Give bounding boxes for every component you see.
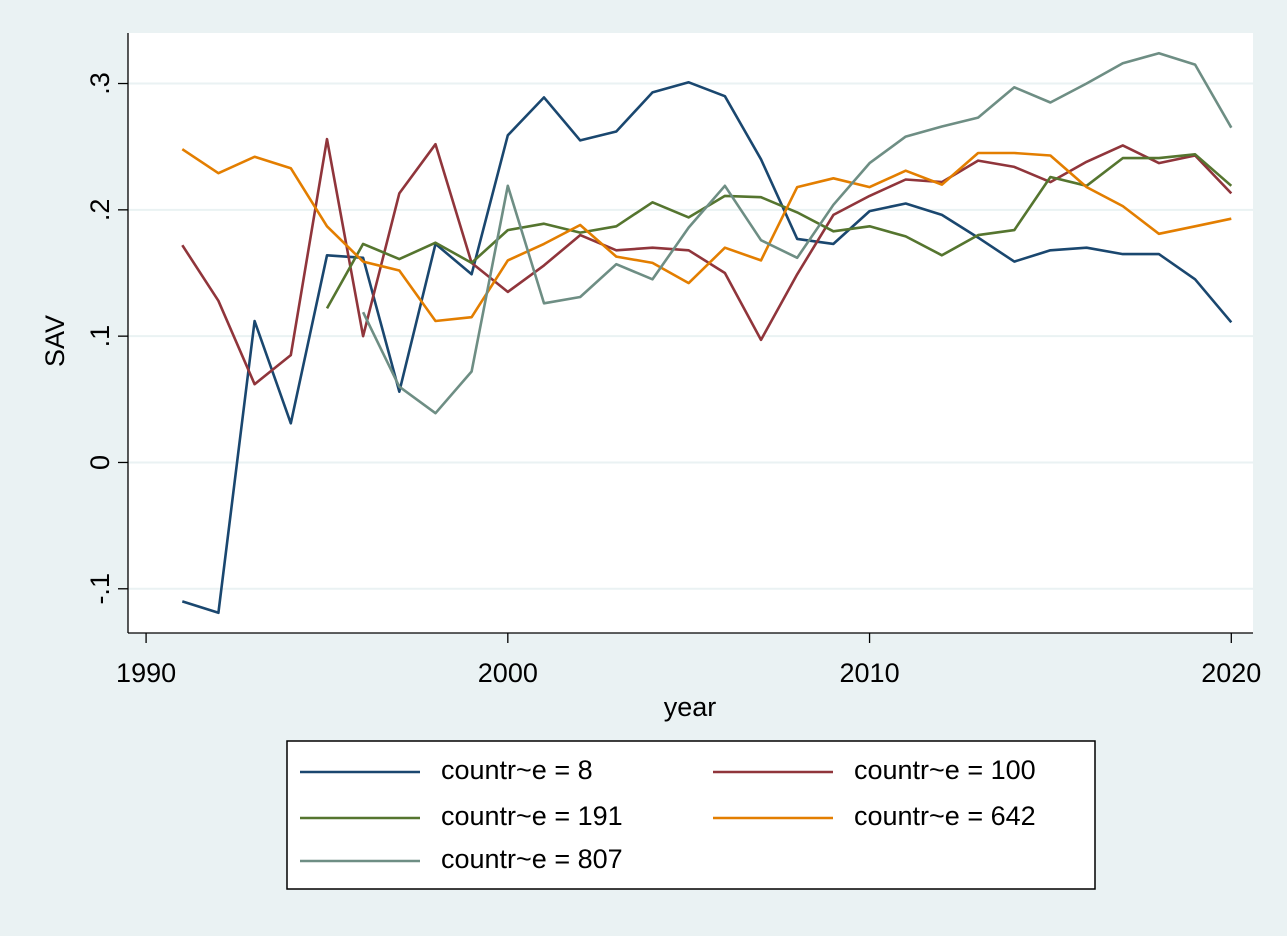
- y-tick-label: 0: [85, 455, 115, 470]
- legend-label-5: countr~e = 807: [441, 844, 623, 874]
- legend-label-3: countr~e = 191: [441, 801, 623, 831]
- series-lines: [181, 51, 1233, 615]
- x-axis-title: year: [664, 692, 717, 722]
- y-axis-title: SAV: [40, 315, 70, 367]
- y-tick-label: .1: [85, 325, 115, 348]
- legend-box: [286, 740, 1096, 890]
- series-line-4: [181, 148, 1232, 323]
- x-tick-label: 2010: [840, 658, 900, 688]
- y-tick-label: .2: [85, 199, 115, 222]
- series-line-3: [325, 153, 1233, 310]
- axes-ticks: -.1 0 .1 .2 .3 1990 2000 2010 2020: [85, 72, 1261, 688]
- y-tick-label: .3: [85, 72, 115, 95]
- plot-background: [128, 33, 1253, 633]
- legend-label-4: countr~e = 642: [854, 801, 1036, 831]
- series-line-5: [361, 51, 1233, 415]
- legend-label-2: countr~e = 100: [854, 755, 1036, 785]
- y-tick-label: -.1: [85, 573, 115, 605]
- legend: countr~e = 8 countr~e = 100 countr~e = 191…: [286, 740, 1096, 890]
- legend-label-1: countr~e = 8: [441, 755, 593, 785]
- x-tick-label: 1990: [116, 658, 176, 688]
- x-tick-label: 2000: [478, 658, 538, 688]
- x-tick-label: 2020: [1201, 658, 1261, 688]
- legend-entries: countr~e = 8 countr~e = 100 countr~e = 191…: [300, 755, 1036, 874]
